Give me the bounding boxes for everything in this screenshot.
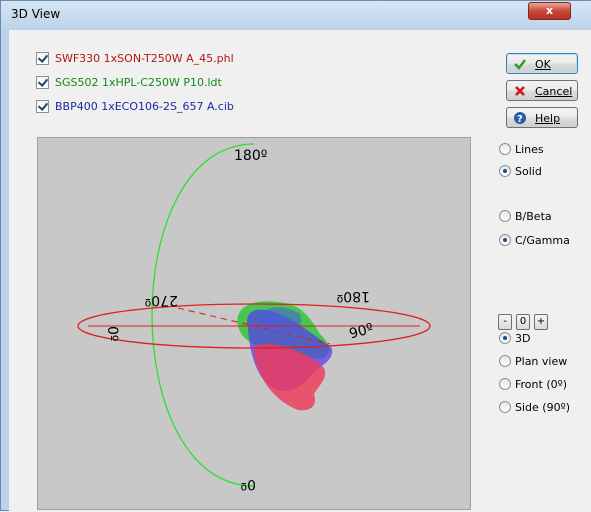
file-checkbox-3[interactable] — [36, 100, 49, 113]
radio-plan-view-label: Plan view — [515, 355, 568, 368]
label-c90: 90º — [348, 321, 376, 343]
solid-top-cap — [260, 307, 302, 336]
window-title: 3D View — [11, 7, 61, 21]
cross-icon — [515, 86, 525, 96]
solid-red — [254, 344, 326, 411]
close-icon: x — [545, 4, 554, 17]
title-bar[interactable]: 3D View x — [1, 1, 591, 27]
help-icon: ? — [514, 112, 526, 125]
radio-c-gamma-circle[interactable] — [499, 234, 511, 246]
label-c270: 270º — [145, 292, 178, 308]
radio-c-gamma-label: C/Gamma — [515, 234, 570, 247]
radio-side-label: Side (90º) — [515, 401, 571, 414]
stepper-value[interactable]: 0 — [516, 314, 530, 330]
label-gamma-bottom: 0º — [240, 476, 256, 492]
cancel-button-label: Cancel — [535, 85, 573, 98]
label-c0: 0º — [104, 326, 120, 342]
close-button[interactable]: x — [528, 2, 571, 20]
label-c180: 180º — [337, 288, 370, 304]
increment-button[interactable]: + — [534, 314, 548, 330]
label-gamma-top: 180º — [234, 148, 267, 164]
radio-plan-view-circle[interactable] — [499, 355, 511, 367]
dialog-client-area: SWF330 1xSON-T250W A_45.phl SGS502 1xHPL… — [9, 30, 591, 512]
radio-solid-label: Solid — [515, 165, 542, 178]
ok-button-label: OK — [535, 58, 551, 71]
radio-solid-circle[interactable] — [499, 165, 511, 177]
file-label-1: SWF330 1xSON-T250W A_45.phl — [55, 52, 234, 65]
svg-text:?: ? — [517, 114, 523, 125]
cancel-button[interactable]: Cancel — [506, 80, 578, 101]
3d-viewport[interactable]: 180º 0º 0º 90º 270º 180º — [37, 137, 471, 510]
radio-lines-label: Lines — [515, 143, 544, 156]
radio-side-circle[interactable] — [499, 401, 511, 413]
file-checkbox-2[interactable] — [36, 76, 49, 89]
file-checkbox-1[interactable] — [36, 52, 49, 65]
radio-3d-circle[interactable] — [499, 332, 511, 344]
polar-3d-plot: 180º 0º 0º 90º 270º 180º — [77, 143, 431, 492]
c-plane-ellipse — [77, 303, 431, 349]
decrement-button[interactable]: - — [498, 314, 512, 330]
radio-b-beta-circle[interactable] — [499, 210, 511, 222]
radio-front-label: Front (0º) — [515, 378, 568, 391]
radio-front-circle[interactable] — [499, 378, 511, 390]
gamma-arc — [151, 143, 255, 487]
c-axis-90-270 — [177, 307, 331, 345]
file-label-3: BBP400 1xECO106-2S_657 A.cib — [55, 100, 234, 113]
file-label-2: SGS502 1xHPL-C250W P10.ldt — [55, 76, 222, 89]
radio-lines-circle[interactable] — [499, 143, 511, 155]
radio-b-beta-label: B/Beta — [515, 210, 552, 223]
help-button[interactable]: ? Help — [506, 107, 578, 128]
ok-button[interactable]: OK — [506, 53, 578, 74]
check-icon — [514, 59, 526, 70]
help-button-label: Help — [535, 112, 561, 125]
radio-3d-label: 3D — [515, 332, 531, 345]
